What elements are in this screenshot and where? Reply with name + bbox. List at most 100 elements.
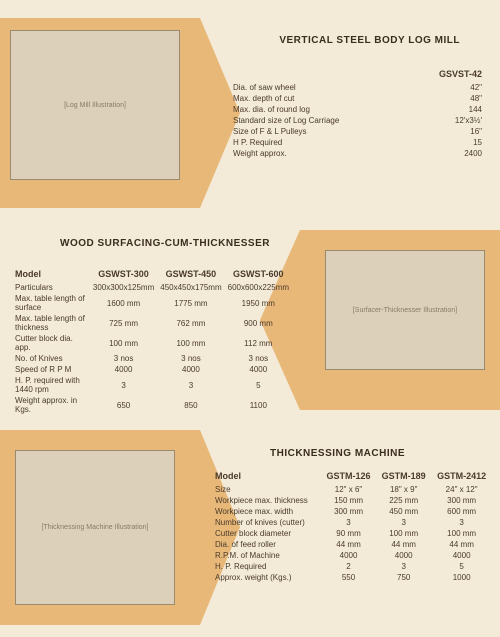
spec-value: 600x600x225mm — [225, 282, 292, 293]
spec-value: 44 mm — [321, 539, 376, 550]
spec-value: 3 nos — [90, 353, 157, 364]
spec-value: 2400 — [407, 148, 485, 159]
model-name: GSTM-2412 — [431, 470, 492, 484]
spec-label: Max. dia. of round log — [230, 104, 407, 115]
spec-label: Max. table length of surface — [12, 293, 90, 313]
spec-value: 12" x 6" — [321, 484, 376, 495]
model-col-label: Model — [12, 268, 90, 282]
spec-value: 450x450x175mm — [157, 282, 224, 293]
spec-row: No. of Knives3 nos3 nos3 nos — [12, 353, 292, 364]
spec-value: 650 — [90, 395, 157, 415]
spec-label: Approx. weight (Kgs.) — [212, 572, 321, 583]
spec-value: 3 nos — [157, 353, 224, 364]
spec-value: 4000 — [90, 364, 157, 375]
spec-label: R.P.M. of Machine — [212, 550, 321, 561]
spec-label: Particulars — [12, 282, 90, 293]
spec-value: 3 — [376, 561, 431, 572]
spec-row: Size12" x 6"18" x 9"24" x 12" — [212, 484, 492, 495]
section3-title: THICKNESSING MACHINE — [270, 448, 405, 459]
spec-value: 3 — [376, 517, 431, 528]
spec-value: 4000 — [431, 550, 492, 561]
spec-value: 1775 mm — [157, 293, 224, 313]
spec-label: H. P. Required — [212, 561, 321, 572]
spec-row: R.P.M. of Machine400040004000 — [212, 550, 492, 561]
spec-row: Weight approx.2400 — [230, 148, 485, 159]
spec-row: H. P. required with 1440 rpm335 — [12, 375, 292, 395]
spec-value: 144 — [407, 104, 485, 115]
spec-row: Workpiece max. thickness150 mm225 mm300 … — [212, 495, 492, 506]
spec-value: 12'x3½' — [407, 115, 485, 126]
log-mill-illustration: [Log Mill Illustration] — [10, 30, 180, 180]
spec-value: 44 mm — [431, 539, 492, 550]
model-name: GSWST-300 — [90, 268, 157, 282]
model-name: GSTM-189 — [376, 470, 431, 484]
spec-value: 100 mm — [376, 528, 431, 539]
surfacer-illustration: [Surfacer-Thicknesser Illustration] — [325, 250, 485, 370]
section1-specs: GSVST-42 Dia. of saw wheel42"Max. depth … — [230, 68, 485, 159]
spec-value: 850 — [157, 395, 224, 415]
spec-value: 150 mm — [321, 495, 376, 506]
spec-value: 450 mm — [376, 506, 431, 517]
spec-value: 5 — [225, 375, 292, 395]
spec-row: Cutter block diameter90 mm100 mm100 mm — [212, 528, 492, 539]
spec-label: H. P. required with 1440 rpm — [12, 375, 90, 395]
spec-value: 90 mm — [321, 528, 376, 539]
spec-value: 1000 — [431, 572, 492, 583]
spec-value: 16" — [407, 126, 485, 137]
spec-label: Speed of R P M — [12, 364, 90, 375]
model-name: GSTM-126 — [321, 470, 376, 484]
spec-value: 3 — [157, 375, 224, 395]
spec-row: Max. depth of cut48" — [230, 93, 485, 104]
spec-value: 44 mm — [376, 539, 431, 550]
spec-value: 100 mm — [157, 333, 224, 353]
spec-value: 750 — [376, 572, 431, 583]
spec-label: Standard size of Log Carriage — [230, 115, 407, 126]
spec-value: 42" — [407, 82, 485, 93]
spec-row: Standard size of Log Carriage12'x3½' — [230, 115, 485, 126]
surfacer-table: ModelGSWST-300GSWST-450GSWST-600 Particu… — [12, 268, 292, 415]
section2-specs: ModelGSWST-300GSWST-450GSWST-600 Particu… — [12, 268, 292, 415]
spec-value: 3 — [321, 517, 376, 528]
spec-label: Weight approx. in Kgs. — [12, 395, 90, 415]
spec-label: Workpiece max. width — [212, 506, 321, 517]
spec-value: 225 mm — [376, 495, 431, 506]
spec-row: Dia. of saw wheel42" — [230, 82, 485, 93]
spec-value: 900 mm — [225, 313, 292, 333]
spec-value: 725 mm — [90, 313, 157, 333]
spec-row: Number of knives (cutter)333 — [212, 517, 492, 528]
spec-value: 1600 mm — [90, 293, 157, 313]
spec-row: Dia. of feed roller44 mm44 mm44 mm — [212, 539, 492, 550]
model-name: GSWST-450 — [157, 268, 224, 282]
spec-row: H. P. Required235 — [212, 561, 492, 572]
spec-value: 4000 — [157, 364, 224, 375]
spec-row: Max. table length of surface1600 mm1775 … — [12, 293, 292, 313]
spec-value: 15 — [407, 137, 485, 148]
spec-label: Weight approx. — [230, 148, 407, 159]
spec-label: No. of Knives — [12, 353, 90, 364]
spec-label: Max. depth of cut — [230, 93, 407, 104]
spec-value: 100 mm — [431, 528, 492, 539]
spec-row: Max. dia. of round log144 — [230, 104, 485, 115]
spec-row: Size of F & L Pulleys16" — [230, 126, 485, 137]
spec-value: 3 nos — [225, 353, 292, 364]
spec-value: 1100 — [225, 395, 292, 415]
spec-value: 4000 — [225, 364, 292, 375]
thicknesser-illustration: [Thicknessing Machine Illustration] — [15, 450, 175, 605]
spec-value: 300 mm — [321, 506, 376, 517]
spec-row: H P. Required15 — [230, 137, 485, 148]
spec-value: 48" — [407, 93, 485, 104]
spec-label: Cutter block diameter — [212, 528, 321, 539]
spec-label: Workpiece max. thickness — [212, 495, 321, 506]
spec-row: Max. table length of thickness725 mm762 … — [12, 313, 292, 333]
model-header: GSVST-42 — [407, 68, 485, 82]
spec-value: 300 mm — [431, 495, 492, 506]
model-name: GSWST-600 — [225, 268, 292, 282]
catalog-page: [Log Mill Illustration] [Surfacer-Thickn… — [0, 0, 500, 637]
spec-label: Max. table length of thickness — [12, 313, 90, 333]
section2-title: WOOD SURFACING-CUM-THICKNESSER — [60, 238, 270, 249]
spec-label: Cutter block dia. app. — [12, 333, 90, 353]
spec-value: 3 — [90, 375, 157, 395]
spec-row: Speed of R P M400040004000 — [12, 364, 292, 375]
spec-value: 18" x 9" — [376, 484, 431, 495]
spec-value: 112 mm — [225, 333, 292, 353]
